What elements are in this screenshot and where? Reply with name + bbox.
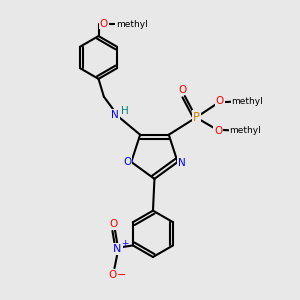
Text: O: O: [123, 157, 131, 167]
Text: O: O: [216, 97, 224, 106]
Text: O: O: [100, 19, 108, 28]
Text: +: +: [121, 239, 129, 248]
Text: methyl: methyl: [230, 126, 261, 135]
Text: methyl: methyl: [116, 20, 148, 29]
Text: N: N: [111, 110, 119, 120]
Text: O: O: [214, 126, 222, 136]
Text: methyl: methyl: [231, 97, 263, 106]
Text: H: H: [122, 106, 129, 116]
Text: P: P: [193, 111, 200, 124]
Text: O: O: [178, 85, 187, 94]
Text: N: N: [178, 158, 185, 168]
Text: O: O: [110, 219, 118, 229]
Text: O: O: [109, 270, 117, 280]
Text: N: N: [113, 244, 122, 254]
Text: −: −: [117, 270, 127, 280]
